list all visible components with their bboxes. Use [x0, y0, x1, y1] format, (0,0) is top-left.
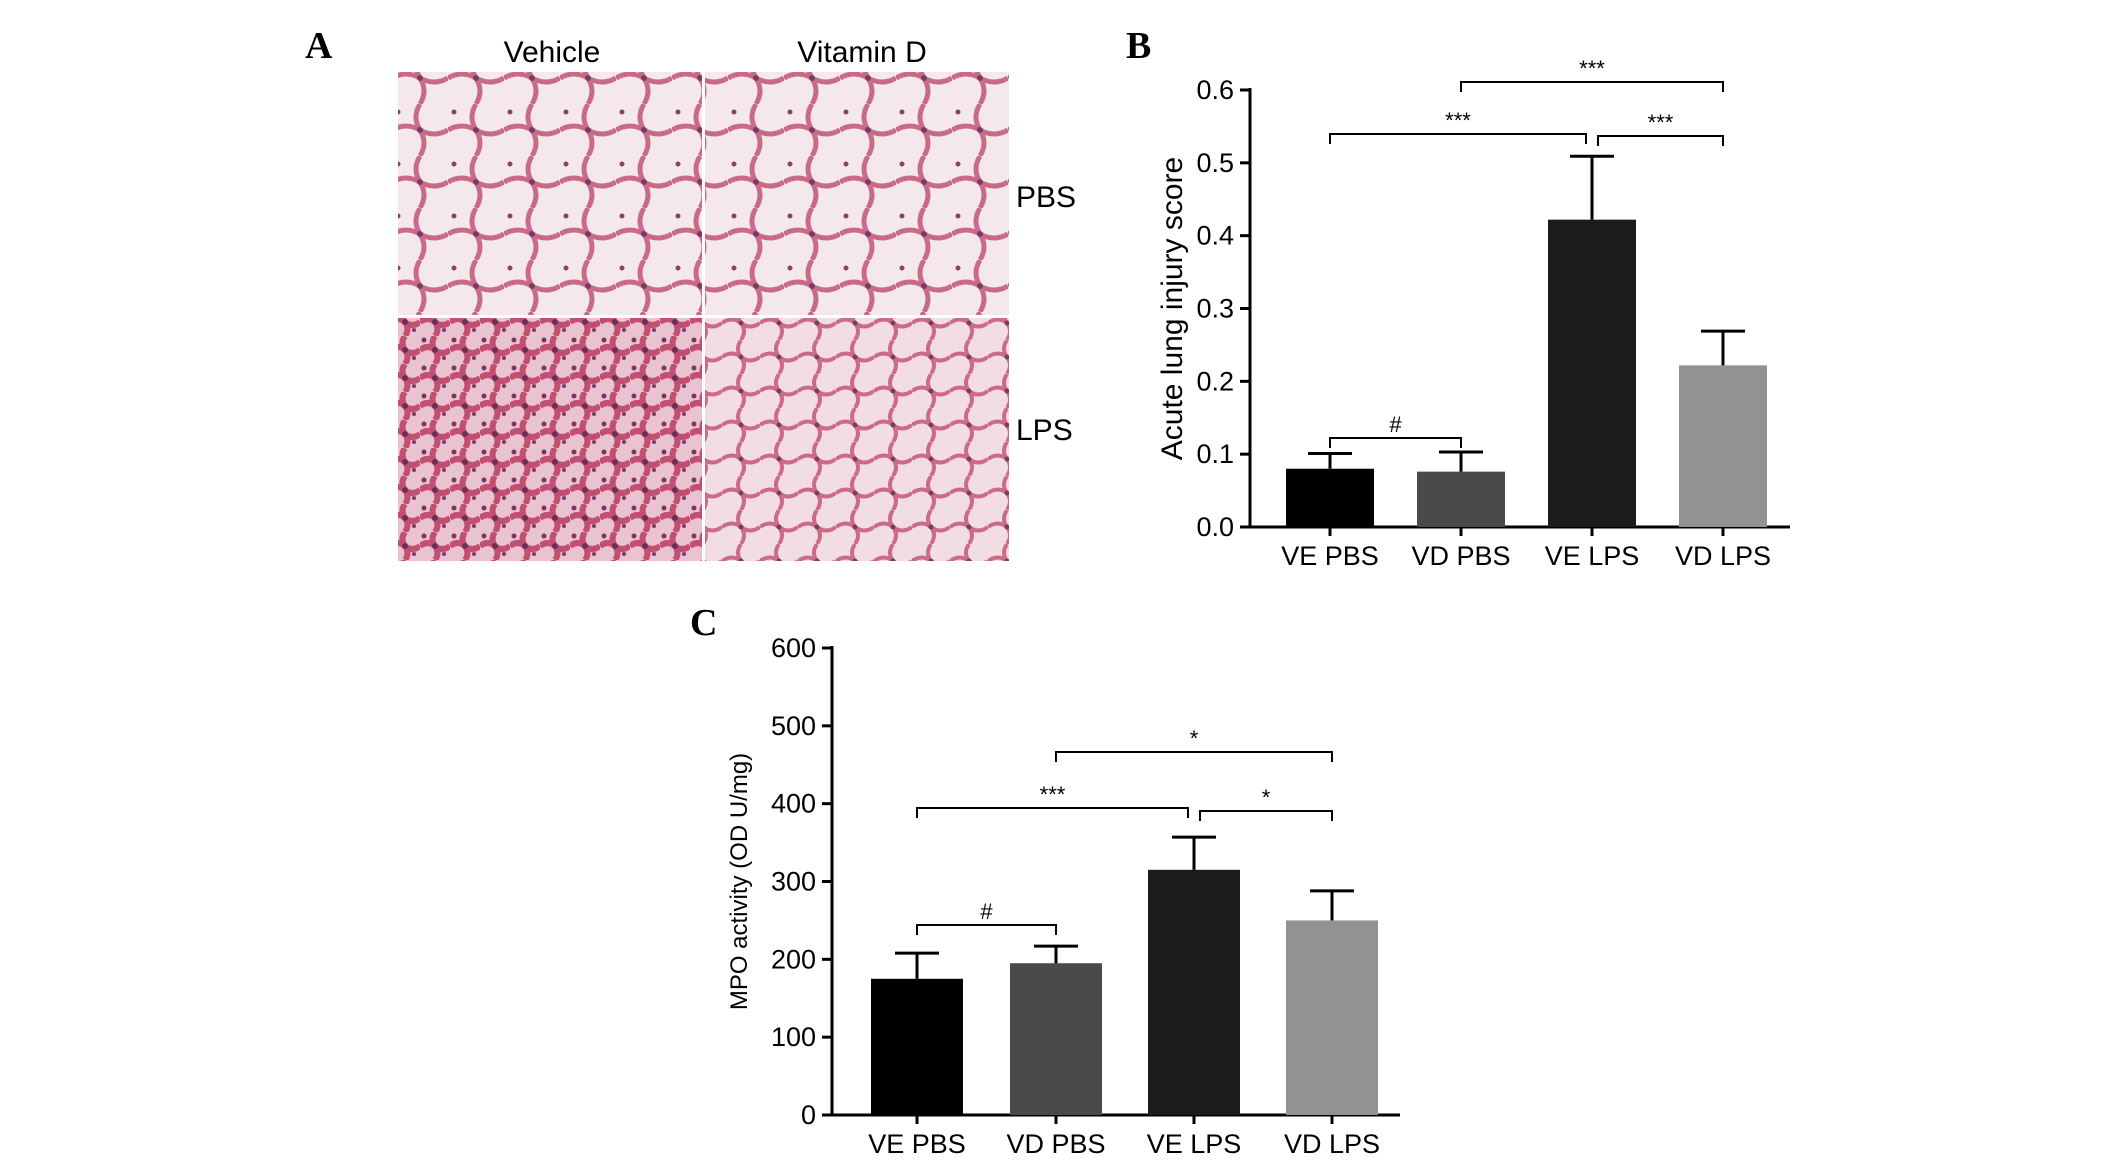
chart-c-x-tick-label: VD PBS [1006, 1129, 1105, 1159]
column-label-vehicle: Vehicle [504, 36, 601, 69]
chart-c-bar [1286, 920, 1378, 1115]
histology-image-vehicle-pbs [398, 72, 702, 315]
chart-c-significance-bracket [916, 807, 1189, 818]
row-label-pbs: PBS [1016, 181, 1076, 214]
chart-b-significance-bracket [1329, 133, 1587, 144]
column-label-vitamin-d: Vitamin D [797, 36, 927, 69]
chart-c-significance-label: * [1262, 785, 1271, 810]
panel-c-letter: C [690, 602, 717, 644]
chart-b-significance-label: *** [1648, 110, 1674, 135]
chart-c-bar [1010, 963, 1102, 1115]
chart-c-significance-label: * [1190, 726, 1199, 751]
panel-a-letter: A [305, 25, 333, 67]
chart-b-bar [1417, 471, 1505, 527]
chart-b-x-tick-label: VD LPS [1675, 541, 1771, 571]
chart-c-bar [871, 978, 963, 1115]
chart-b-significance-bracket [1329, 437, 1462, 448]
chart-b-bar [1548, 219, 1636, 528]
chart-c-y-tick-label: 0 [801, 1100, 816, 1130]
chart-b-y-tick-label: 0.1 [1196, 439, 1234, 469]
chart-b-y-tick-label: 0.6 [1196, 75, 1234, 105]
histology-image-vitamin-d-pbs [705, 72, 1009, 315]
chart-b-y-tick-label: 0.3 [1196, 294, 1234, 324]
chart-c-significance-bracket [1055, 751, 1333, 762]
chart-c-y-tick-label: 200 [771, 944, 816, 974]
chart-b-y-tick-label: 0.2 [1196, 366, 1234, 396]
chart-b-y-tick-label: 0.0 [1196, 512, 1234, 542]
chart-b-y-tick-label: 0.4 [1196, 221, 1234, 251]
chart-c-y-axis-title: MPO activity (OD U/mg) [726, 753, 753, 1010]
chart-b-significance-label: *** [1445, 108, 1471, 133]
chart-c-y-tick-label: 100 [771, 1022, 816, 1052]
chart-b-x-tick-label: VD PBS [1411, 541, 1510, 571]
chart-c-y-tick-label: 600 [771, 633, 816, 663]
panel-b-letter: B [1126, 25, 1151, 67]
chart-c-x-tick-label: VD LPS [1284, 1129, 1380, 1159]
chart-c-y-tick-label: 300 [771, 867, 816, 897]
chart-c-bar [1148, 869, 1240, 1115]
chart-c-x-tick-label: VE LPS [1147, 1129, 1242, 1159]
chart-b-bar [1679, 365, 1767, 527]
histology-image-vitamin-d-lps [705, 318, 1009, 561]
chart-c-significance-label: *** [1040, 782, 1066, 807]
chart-b-x-tick-label: VE LPS [1545, 541, 1640, 571]
chart-c-y-tick-label: 400 [771, 789, 816, 819]
chart-b-y-axis-title: Acute lung injury score [1156, 157, 1189, 461]
histology-grid [398, 72, 1009, 561]
row-label-lps: LPS [1016, 414, 1073, 447]
chart-c-y-tick-label: 500 [771, 711, 816, 741]
chart-c-x-tick-label: VE PBS [868, 1129, 966, 1159]
chart-b: 0.0 0.1 0.2 0.3 0.4 0.5 0.6 Acute lung injury s… [1156, 56, 1790, 571]
chart-b-y-tick-label: 0.5 [1196, 148, 1234, 178]
chart-c: 0 100 200 300 400 500 600 MPO activity (OD U/mg… [726, 633, 1400, 1159]
chart-b-significance-label: # [1389, 412, 1402, 437]
chart-b-x-tick-label: VE PBS [1281, 541, 1379, 571]
chart-b-significance-label: *** [1579, 56, 1605, 81]
chart-c-significance-label: # [980, 899, 993, 924]
chart-c-significance-bracket [916, 924, 1057, 935]
chart-b-significance-bracket [1597, 135, 1724, 146]
chart-b-significance-bracket [1460, 81, 1724, 92]
chart-b-bar [1286, 468, 1374, 527]
histology-image-vehicle-lps [398, 318, 702, 561]
chart-c-significance-bracket [1199, 810, 1333, 821]
